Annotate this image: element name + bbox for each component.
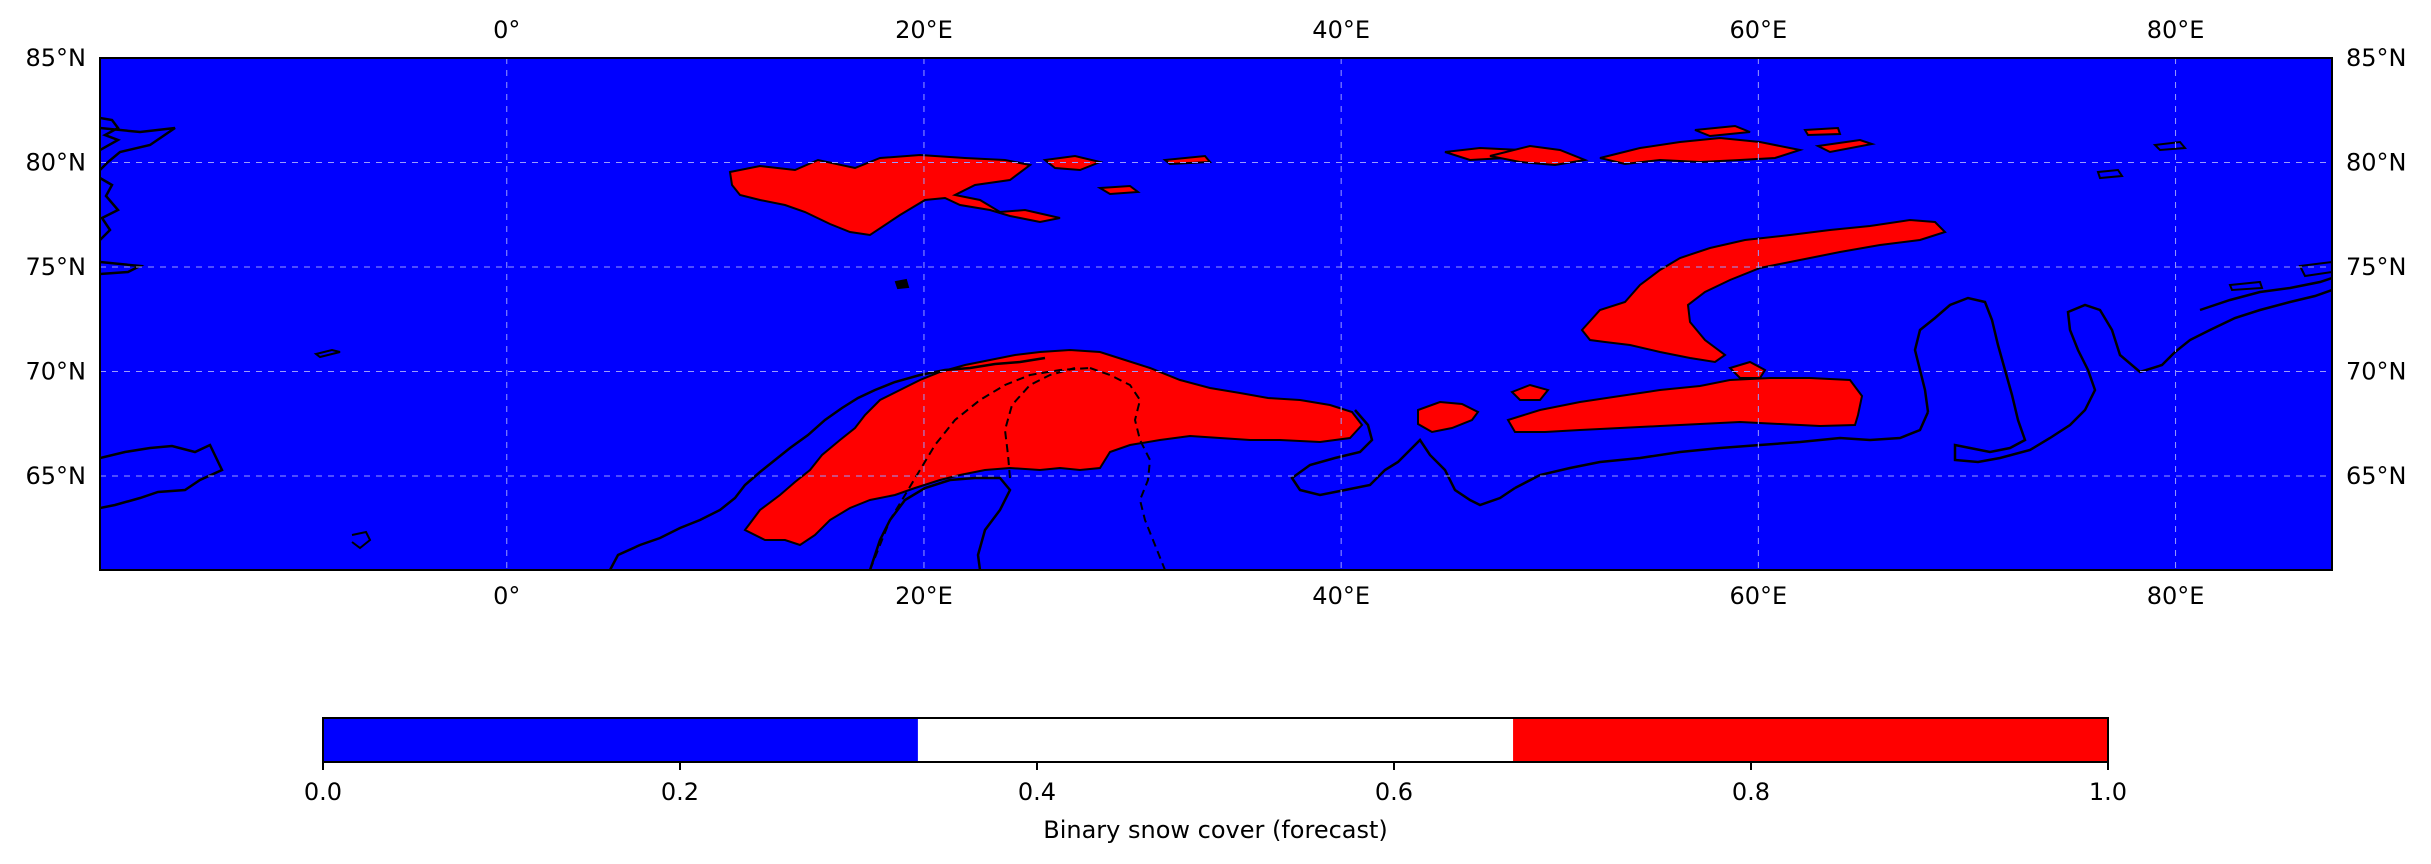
coastline-faroe	[351, 530, 372, 550]
lat-label-left-2: 75°N	[26, 253, 87, 281]
colorbar-frame	[322, 717, 2109, 763]
lon-label-top-4: 80°E	[2147, 16, 2205, 44]
lat-label-left-1: 80°N	[26, 148, 87, 176]
coastline-taymyr-fragment	[2199, 276, 2332, 312]
colorbar-tick-label-5: 1.0	[2089, 778, 2127, 806]
snow-vaygach	[1728, 360, 1767, 379]
border-finland-russia	[1089, 367, 1166, 570]
lat-label-left-4: 65°N	[26, 462, 87, 490]
lon-label-bottom-1: 20°E	[895, 582, 953, 610]
colorbar-segment-2	[1513, 718, 2108, 762]
lon-label-top-3: 60°E	[1730, 16, 1788, 44]
coastline-norway	[608, 356, 1046, 570]
colorbar-segment-0	[323, 718, 918, 762]
lon-label-top-0: 0°	[493, 16, 520, 44]
snow-franz-josef-3	[1599, 136, 1804, 166]
snow-franz-josef-5	[1803, 126, 1842, 137]
colorbar-segments	[323, 718, 2108, 762]
coastline-greenland	[100, 116, 176, 276]
snow-franz-josef-6	[1814, 138, 1876, 154]
lat-label-right-4: 65°N	[2346, 462, 2407, 490]
lat-label-right-0: 85°N	[2346, 44, 2407, 72]
lat-tick-labels-left: 85°N 80°N 75°N 70°N 65°N	[26, 44, 87, 490]
snow-svalbard	[728, 153, 1061, 237]
map-frame	[99, 57, 2333, 571]
coastline-bear-island	[894, 278, 910, 290]
snow-pechora	[1506, 377, 1864, 433]
colorbar: 0.0 0.2 0.4 0.6 0.8 1.0 Binary snow cover (fo…	[304, 717, 2127, 844]
lon-label-bottom-3: 60°E	[1730, 582, 1788, 610]
lat-label-right-1: 80°N	[2346, 148, 2407, 176]
colorbar-label: Binary snow cover (forecast)	[1043, 816, 1388, 844]
map-background	[100, 58, 2332, 570]
colorbar-tick-label-3: 0.6	[1375, 778, 1413, 806]
snow-kanin	[1417, 400, 1480, 434]
snow-novaya-zemlya	[1580, 218, 1947, 364]
snow-kolguev	[1510, 383, 1550, 401]
colorbar-tick-label-0: 0.0	[304, 778, 342, 806]
colorbar-tick-label-2: 0.4	[1018, 778, 1056, 806]
lon-label-top-1: 20°E	[895, 16, 953, 44]
lon-tick-labels-bottom: 0° 20°E 40°E 60°E 80°E	[493, 582, 2204, 610]
snow-nordaustlandet	[1042, 154, 1104, 172]
border-sweden-finland	[1003, 367, 1076, 479]
lon-label-bottom-2: 40°E	[1312, 582, 1370, 610]
lon-label-bottom-4: 80°E	[2147, 582, 2205, 610]
coastline-kola-white-sea	[1290, 409, 1516, 507]
snow-kong-karl	[1096, 184, 1141, 196]
colorbar-ticks: 0.0 0.2 0.4 0.6 0.8 1.0	[304, 762, 2127, 806]
colorbar-tick-label-4: 0.8	[1732, 778, 1770, 806]
coastline-iceland	[100, 443, 224, 510]
snow-scandinavia	[743, 348, 1364, 547]
coastline-jan-mayen	[313, 348, 341, 359]
colorbar-segment-1	[917, 718, 1514, 762]
map-panel: 0° 20°E 40°E 60°E 80°E 0° 20°E 40°E 60°E 80°E 85…	[26, 16, 2407, 610]
map-features	[100, 116, 2332, 570]
border-norway-sweden	[869, 367, 1091, 570]
lat-label-left-3: 70°N	[26, 357, 87, 385]
lat-label-right-3: 70°N	[2346, 357, 2407, 385]
coastline-russia-arctic	[1514, 411, 1930, 490]
lon-tick-labels-top: 0° 20°E 40°E 60°E 80°E	[493, 16, 2204, 44]
coastline-kara-islands	[2096, 140, 2332, 292]
lat-label-right-2: 75°N	[2346, 253, 2407, 281]
snow-franz-josef-4	[1694, 124, 1751, 138]
gridlines	[100, 58, 2332, 570]
lat-tick-labels-right: 85°N 80°N 75°N 70°N 65°N	[2346, 44, 2407, 490]
lon-label-bottom-0: 0°	[493, 582, 520, 610]
colorbar-tick-label-1: 0.2	[661, 778, 699, 806]
lat-label-left-0: 85°N	[26, 44, 87, 72]
lon-label-top-2: 40°E	[1312, 16, 1370, 44]
coastline-yamal-gydan	[1913, 288, 2332, 464]
